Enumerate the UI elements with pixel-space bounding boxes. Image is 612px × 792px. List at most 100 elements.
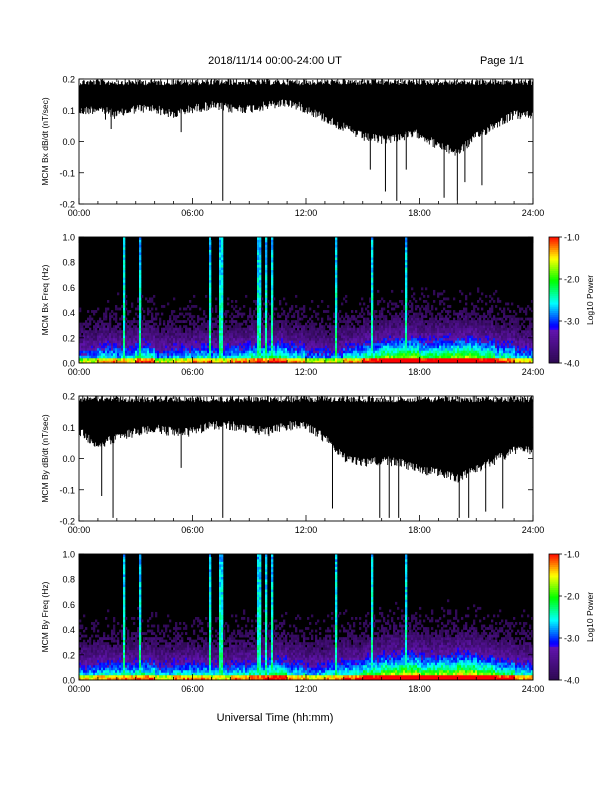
- spectrogram-cell: [115, 355, 118, 359]
- y-axis-label: MCM Bx dB/dt (nT/sec): [40, 97, 50, 185]
- spectrogram-cell: [167, 357, 170, 361]
- spectrogram-cell: [417, 352, 420, 356]
- spectrogram-cell: [457, 352, 460, 356]
- spectrogram-cell: [231, 355, 234, 359]
- spectrogram-cell: [443, 342, 446, 346]
- spectrogram-cell: [409, 337, 412, 341]
- spectrogram-cell: [127, 350, 130, 354]
- spectrogram-cell: [461, 340, 464, 344]
- spectrogram-cell: [257, 274, 260, 278]
- spectrogram-cell: [495, 330, 498, 334]
- spectrogram-cell: [465, 294, 468, 298]
- spectrogram-cell: [131, 340, 134, 344]
- spectrogram-cell: [435, 327, 438, 331]
- spectrogram-cell: [407, 330, 410, 334]
- spectrogram-cell: [139, 307, 142, 311]
- spectrogram-cell: [371, 322, 374, 326]
- spectrogram-cell: [225, 340, 228, 344]
- spectrogram-cell: [297, 360, 300, 364]
- spectrogram-cell: [203, 352, 206, 356]
- spectrogram-cell: [405, 267, 408, 271]
- spectrogram-cell: [209, 352, 212, 356]
- spectrogram-cell: [377, 289, 380, 293]
- spectrogram-cell: [453, 360, 456, 364]
- spectrogram-cell: [497, 345, 500, 349]
- colorbar-step: [549, 297, 559, 301]
- spectrogram-cell: [243, 342, 246, 346]
- spectrogram-cell: [385, 347, 388, 351]
- spectrogram-cell: [151, 350, 154, 354]
- spectrogram-cell: [97, 320, 100, 323]
- spectrogram-cell: [229, 330, 232, 334]
- spectrogram-cell: [461, 332, 464, 336]
- spectrogram-cell: [399, 300, 402, 303]
- spectrogram-cell: [129, 345, 132, 349]
- spectrogram-cell: [223, 357, 226, 361]
- spectrogram-cell: [123, 360, 126, 364]
- spectrogram-cell: [471, 310, 474, 313]
- spectrogram-cell: [395, 302, 398, 306]
- spectrogram-cell: [425, 332, 428, 336]
- spectrogram-cell: [317, 340, 320, 344]
- spectrogram-cell: [373, 357, 376, 361]
- spectrogram-cell: [325, 310, 328, 313]
- spectrogram-cell: [393, 350, 396, 354]
- spectrogram-cell: [479, 347, 482, 351]
- spectrogram-cell: [489, 330, 492, 334]
- spectrogram-cell: [235, 357, 238, 361]
- spectrogram-cell: [505, 330, 508, 334]
- spectrogram-cell: [311, 322, 314, 326]
- spectrogram-cell: [271, 257, 274, 260]
- spectrogram-cell: [219, 315, 222, 318]
- spectrogram-cell: [499, 350, 502, 354]
- spectrogram-cell: [295, 322, 298, 326]
- spectrogram-cell: [271, 269, 274, 273]
- spectrogram-cell: [215, 360, 218, 364]
- spectrogram-cell: [183, 342, 186, 346]
- spectrogram-cell: [523, 335, 526, 339]
- spectrogram-cell: [495, 305, 498, 308]
- spectrogram-cell: [341, 327, 344, 331]
- spectrogram-cell: [243, 335, 246, 339]
- spectrogram-cell: [99, 320, 102, 323]
- spectrogram-cell: [237, 310, 240, 313]
- spectrogram-cell: [269, 360, 272, 364]
- spectrogram-cell: [517, 355, 520, 359]
- spectrogram-cell: [361, 310, 364, 313]
- spectrogram-cell: [219, 284, 222, 288]
- spectrogram-cell: [243, 340, 246, 344]
- spectrogram-cell: [85, 345, 88, 349]
- spectrogram-cell: [257, 294, 260, 298]
- spectrogram-cell: [257, 272, 260, 276]
- spectrogram-cell: [371, 357, 374, 361]
- spectrogram-cell: [495, 352, 498, 356]
- spectrogram-cell: [215, 345, 218, 349]
- spectrogram-cell: [263, 342, 266, 346]
- spectrogram-cell: [123, 312, 126, 316]
- spectrogram-cell: [297, 330, 300, 334]
- spectrogram-cell: [239, 335, 242, 339]
- spectrogram-cell: [261, 330, 264, 334]
- spectrogram-cell: [419, 357, 422, 361]
- spectrogram-cell: [165, 357, 168, 361]
- spectrogram-cell: [283, 312, 286, 316]
- spectrogram-cell: [173, 315, 176, 318]
- spectrogram-cell: [241, 357, 244, 361]
- spectrogram-cell: [229, 332, 232, 336]
- spectrogram-cell: [303, 340, 306, 344]
- spectrogram-cell: [351, 360, 354, 364]
- spectrogram-cell: [409, 310, 412, 313]
- spectrogram-cell: [107, 332, 110, 336]
- spectrogram-cell: [251, 315, 254, 318]
- spectrogram-cell: [449, 337, 452, 341]
- spectrogram-cell: [359, 345, 362, 349]
- spectrogram-cell: [289, 347, 292, 351]
- spectrogram-cell: [527, 347, 530, 351]
- spectrogram-cell: [263, 350, 266, 354]
- spectrogram-cell: [333, 337, 336, 341]
- spectrogram-cell: [379, 350, 382, 354]
- spectrogram-cell: [393, 335, 396, 339]
- spectrogram-cell: [299, 307, 302, 311]
- spectrogram-cell: [485, 360, 488, 364]
- spectrogram-cell: [447, 347, 450, 351]
